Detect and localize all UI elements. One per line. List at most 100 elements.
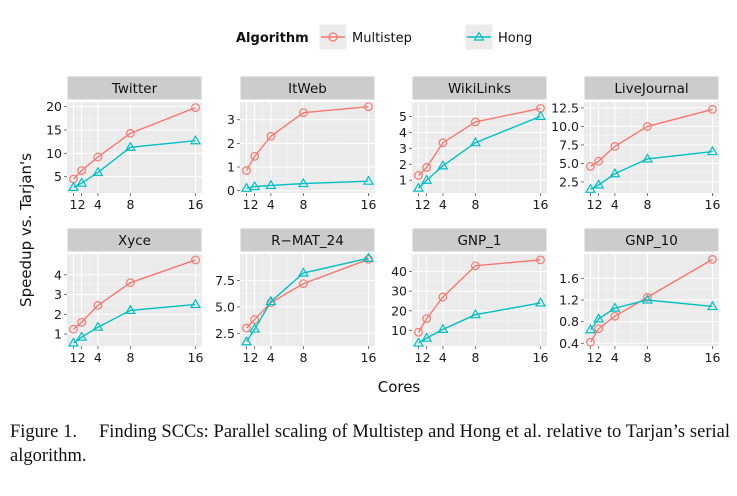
data-point-hong bbox=[76, 331, 88, 341]
data-point-multistep bbox=[191, 103, 200, 112]
strip-title-twitter: Twitter bbox=[111, 81, 158, 97]
data-point-multistep bbox=[536, 255, 545, 265]
y-tick-label: 2 bbox=[227, 136, 235, 151]
data-point-hong bbox=[609, 167, 621, 178]
x-tick-label: 8 bbox=[643, 350, 651, 365]
x-tick-label: 8 bbox=[299, 350, 307, 365]
data-point-multistep bbox=[299, 108, 308, 118]
strip-xyce bbox=[66, 227, 203, 253]
data-point-multistep bbox=[242, 323, 251, 333]
x-tick-label: 4 bbox=[439, 197, 447, 212]
series-line-hong bbox=[590, 150, 713, 190]
panel-gnp-10: GNP_10 0.4 0.8 1.2 1.6 1 2 4 8 16 bbox=[559, 227, 721, 365]
x-tick-label: 16 bbox=[533, 350, 549, 365]
caption-label: Figure 1. bbox=[10, 422, 78, 442]
legend-label-multistep: Multistep bbox=[352, 31, 412, 46]
legend-key-hong bbox=[464, 23, 494, 51]
x-tick-label: 1 bbox=[70, 197, 78, 212]
data-point-hong bbox=[249, 180, 261, 191]
data-point-multistep bbox=[77, 317, 87, 327]
x-tick-label: 2 bbox=[251, 197, 259, 212]
x-tick-label: 1 bbox=[70, 350, 78, 365]
strip-title-itweb: ItWeb bbox=[288, 81, 327, 97]
x-tick-label: 8 bbox=[126, 350, 134, 365]
data-point-multistep bbox=[643, 122, 652, 131]
figure-caption: Figure 1. Finding SCCs: Parallel scaling … bbox=[10, 420, 730, 468]
y-tick-label: 7.5 bbox=[559, 137, 579, 152]
plot-background-wikilinks bbox=[412, 102, 547, 193]
x-axis-label: Cores bbox=[378, 378, 421, 396]
strip-title-xyce: Xyce bbox=[118, 233, 151, 249]
x-tick-label: 1 bbox=[587, 350, 595, 365]
plot-background-xyce bbox=[67, 254, 202, 346]
data-point-multistep bbox=[126, 278, 135, 288]
y-tick-label: 10.0 bbox=[551, 119, 579, 134]
y-tick-label: 1.2 bbox=[559, 293, 579, 308]
x-tick-label: 4 bbox=[267, 197, 275, 212]
plot-background-r-mat-24 bbox=[240, 254, 375, 346]
data-point-multistep bbox=[610, 141, 620, 151]
y-tick-label: 2 bbox=[399, 157, 407, 172]
strip-r-mat-24 bbox=[239, 227, 376, 253]
x-tick-label: 1 bbox=[415, 350, 423, 365]
data-point-hong bbox=[437, 160, 449, 170]
data-point-hong bbox=[124, 304, 136, 314]
data-point-hong bbox=[189, 134, 202, 145]
caption-text: Finding SCCs: Parallel scaling of Multis… bbox=[10, 422, 730, 466]
data-point-multistep bbox=[414, 327, 423, 337]
data-point-multistep bbox=[471, 117, 480, 127]
data-point-multistep bbox=[250, 151, 260, 161]
plot-background-itweb bbox=[240, 102, 375, 193]
y-tick-label: 2 bbox=[54, 307, 62, 322]
data-point-hong bbox=[124, 141, 136, 151]
data-point-multistep bbox=[422, 163, 432, 172]
strip-wikilinks bbox=[411, 75, 548, 101]
y-tick-label: 0.8 bbox=[559, 314, 579, 329]
data-point-multistep bbox=[69, 324, 78, 334]
plot-background-livejournal bbox=[584, 102, 719, 193]
data-point-hong bbox=[469, 136, 481, 147]
x-tick-label: 2 bbox=[78, 350, 86, 365]
data-point-hong bbox=[249, 323, 261, 333]
x-tick-label: 8 bbox=[299, 197, 307, 212]
series-line-hong bbox=[589, 299, 713, 331]
y-tick-label: 7.5 bbox=[215, 273, 235, 288]
data-point-hong bbox=[362, 252, 375, 262]
data-point-hong bbox=[584, 323, 597, 334]
data-point-multistep bbox=[471, 261, 480, 271]
x-tick-label: 2 bbox=[251, 350, 259, 365]
strip-gnp-1 bbox=[411, 227, 548, 253]
x-tick-label: 4 bbox=[267, 350, 275, 365]
strip-title-gnp-1: GNP_1 bbox=[457, 233, 501, 249]
x-tick-label: 2 bbox=[78, 197, 86, 212]
data-point-multistep bbox=[594, 156, 604, 166]
data-point-multistep bbox=[93, 152, 103, 162]
data-point-hong bbox=[240, 335, 253, 346]
data-point-hong bbox=[92, 166, 104, 177]
y-tick-label: 40 bbox=[391, 264, 407, 279]
y-tick-label: 3 bbox=[399, 141, 407, 156]
data-point-multistep bbox=[586, 337, 595, 347]
data-point-multistep bbox=[364, 102, 373, 112]
data-point-hong bbox=[534, 110, 547, 120]
y-tick-label: 1 bbox=[54, 327, 62, 342]
data-point-hong bbox=[189, 298, 202, 309]
x-tick-label: 4 bbox=[611, 197, 619, 212]
x-tick-label: 16 bbox=[705, 350, 721, 365]
y-tick-label: 2.5 bbox=[215, 326, 235, 341]
x-tick-label: 2 bbox=[595, 350, 603, 365]
data-point-hong bbox=[641, 294, 653, 304]
data-point-multistep bbox=[708, 104, 717, 114]
data-point-hong bbox=[469, 308, 481, 319]
x-tick-label: 4 bbox=[94, 350, 102, 365]
y-tick-label: 3 bbox=[54, 287, 62, 302]
series-line-multistep bbox=[417, 259, 541, 333]
strip-title-gnp-10: GNP_10 bbox=[625, 233, 678, 249]
x-tick-label: 16 bbox=[188, 197, 204, 212]
panel-livejournal: LiveJournal 2.5 5.0 7.5 10.0 12.5 1 2 4 8 16 bbox=[551, 75, 720, 212]
data-point-multistep bbox=[93, 301, 103, 310]
data-point-hong bbox=[584, 183, 597, 193]
panel-gnp-1: GNP_1 10 20 30 40 1 2 4 8 16 bbox=[391, 227, 549, 365]
